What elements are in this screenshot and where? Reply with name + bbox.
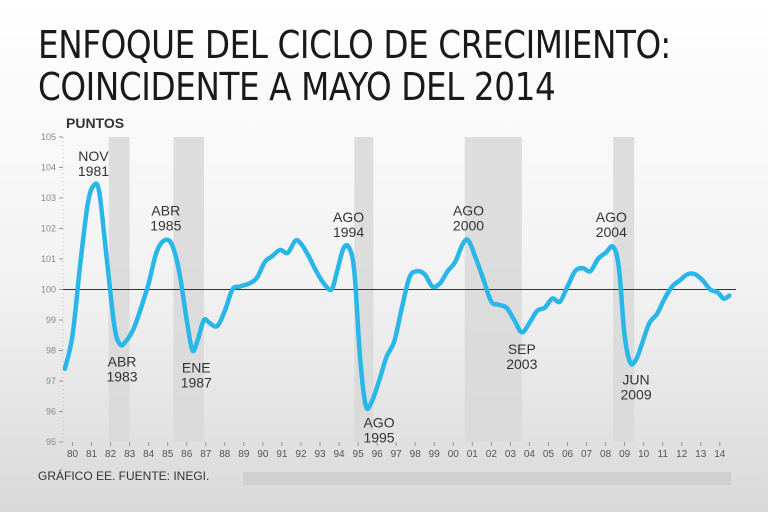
annotation-abr-1985-line-0: ABR [151, 203, 180, 219]
x-tick-label-05: 05 [543, 449, 555, 460]
x-tick-label-91: 91 [276, 449, 288, 460]
x-tick-label-93: 93 [314, 449, 326, 460]
x-tick-label-86: 86 [181, 449, 193, 460]
x-tick-label-10: 10 [638, 449, 650, 460]
annotation-ene-1987-line-0: ENE [182, 360, 211, 376]
x-tick-label-95: 95 [353, 449, 365, 460]
annotation-sep-2003-line-1: 2003 [506, 356, 537, 372]
annotation-ago-1994-line-1: 1994 [333, 224, 364, 240]
y-tick-label-101: 101 [41, 254, 56, 264]
series-line-coincidente [62, 181, 732, 412]
y-tick-label-95: 95 [46, 437, 56, 447]
annotation-sep-2003-line-0: SEP [508, 341, 536, 357]
y-tick-label-104: 104 [41, 163, 56, 173]
annotation-ago-2004-line-0: AGO [596, 209, 627, 225]
x-tick-label-94: 94 [333, 449, 345, 460]
x-tick-label-06: 06 [562, 449, 574, 460]
x-tick-label-08: 08 [600, 449, 612, 460]
x-tick-label-98: 98 [410, 449, 422, 460]
y-tick-label-103: 103 [41, 193, 56, 203]
x-tick-label-83: 83 [124, 449, 136, 460]
source-footer: GRÁFICO EE. FUENTE: INEGI. [38, 469, 210, 483]
annotation-ago-2000-line-1: 2000 [453, 218, 484, 234]
annotation-ago-2004-line-1: 2004 [596, 224, 627, 240]
x-tick-label-88: 88 [219, 449, 231, 460]
y-tick-label-105: 105 [41, 132, 56, 142]
x-tick-label-02: 02 [486, 449, 498, 460]
annotation-jun-2009-line-0: JUN [622, 372, 649, 388]
x-tick-label-04: 04 [524, 449, 536, 460]
x-tick-label-07: 07 [581, 449, 593, 460]
annotation-ago-1994-line-0: AGO [333, 209, 364, 225]
y-tick-label-100: 100 [41, 285, 56, 295]
x-tick-label-99: 99 [429, 449, 441, 460]
chart-title: ENFOQUE DEL CICLO DE CRECIMIENTO: COINCI… [38, 24, 671, 108]
y-axis-label: PUNTOS [66, 115, 124, 131]
annotation-abr-1983-line-1: 1983 [106, 368, 137, 384]
annotation-abr-1985-line-1: 1985 [150, 218, 181, 234]
x-tick-label-03: 03 [505, 449, 517, 460]
x-tick-label-87: 87 [200, 449, 212, 460]
x-tick-label-85: 85 [162, 449, 174, 460]
annotation-nov-1981-line-0: NOV [78, 148, 109, 164]
x-tick-label-92: 92 [295, 449, 307, 460]
x-tick-label-00: 00 [448, 449, 460, 460]
x-tick-label-13: 13 [695, 449, 707, 460]
x-tick-label-96: 96 [372, 449, 384, 460]
y-tick-label-96: 96 [46, 407, 56, 417]
y-tick-label-97: 97 [46, 376, 56, 386]
x-tick-label-01: 01 [467, 449, 479, 460]
annotation-ago-1995-line-1: 1995 [363, 429, 394, 445]
x-tick-label-89: 89 [238, 449, 250, 460]
annotation-ago-2000-line-0: AGO [453, 203, 484, 219]
x-tick-label-82: 82 [105, 449, 117, 460]
chart-title-line-2: COINCIDENTE A MAYO DEL 2014 [38, 65, 556, 109]
x-tick-label-14: 14 [714, 449, 726, 460]
x-tick-label-09: 09 [619, 449, 631, 460]
chart-title-line-1: ENFOQUE DEL CICLO DE CRECIMIENTO: [38, 23, 671, 67]
annotation-nov-1981-line-1: 1981 [78, 163, 109, 179]
annotation-ene-1987-line-1: 1987 [181, 375, 212, 391]
annotation-abr-1983-line-0: ABR [108, 353, 137, 369]
x-tick-label-90: 90 [257, 449, 269, 460]
x-tick-label-81: 81 [86, 449, 98, 460]
x-tick-label-11: 11 [658, 449, 669, 460]
x-tick-label-80: 80 [67, 449, 79, 460]
x-tick-label-12: 12 [676, 449, 688, 460]
y-tick-label-98: 98 [46, 346, 56, 356]
annotation-jun-2009-line-1: 2009 [620, 387, 651, 403]
annotation-ago-1995-line-0: AGO [363, 414, 394, 430]
x-tick-label-97: 97 [391, 449, 403, 460]
x-tick-label-84: 84 [143, 449, 155, 460]
y-tick-label-102: 102 [41, 224, 56, 234]
y-tick-label-99: 99 [46, 315, 56, 325]
footer-bar [243, 472, 731, 485]
